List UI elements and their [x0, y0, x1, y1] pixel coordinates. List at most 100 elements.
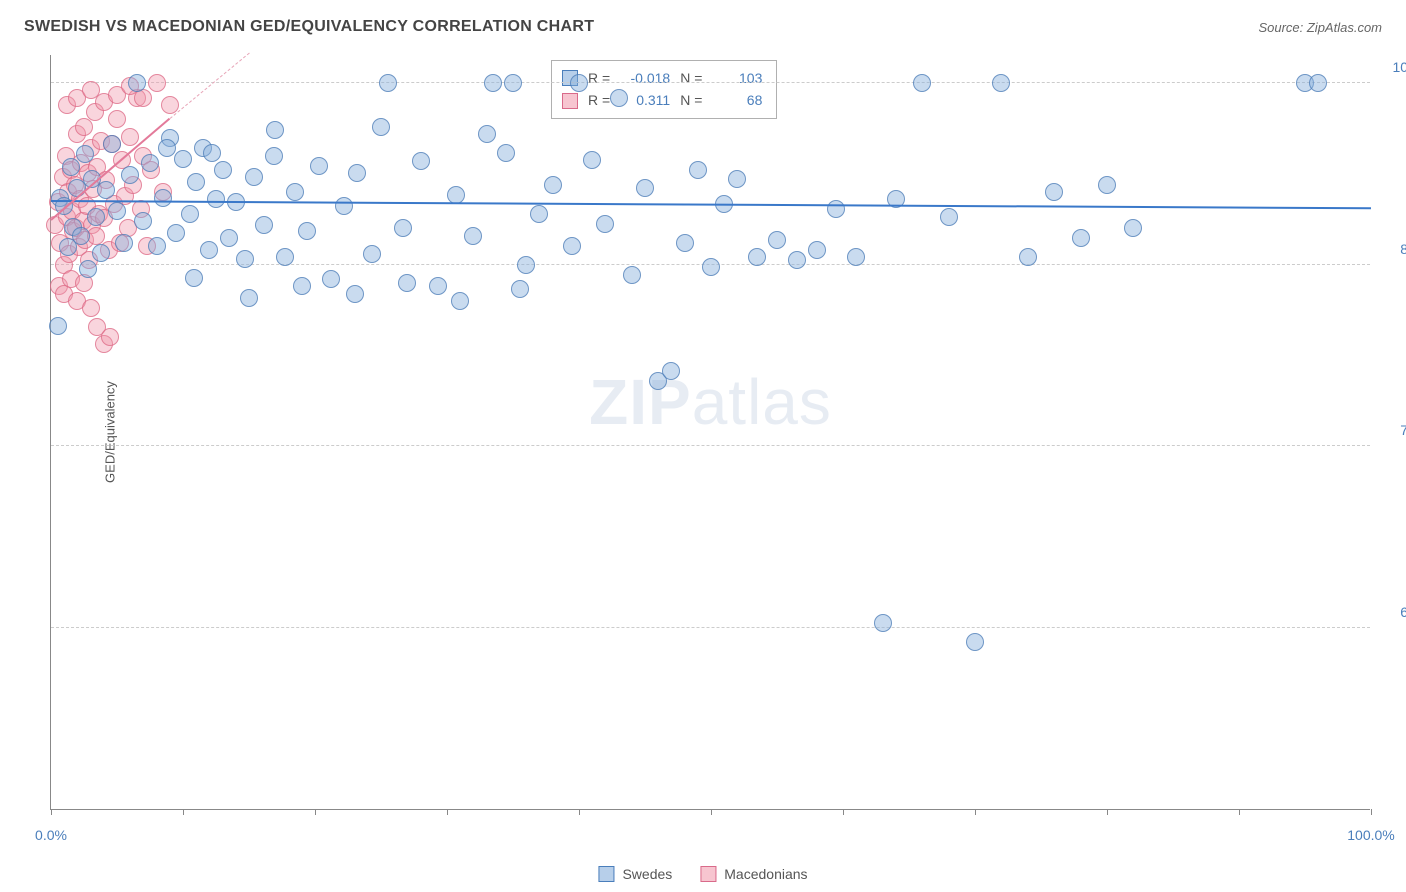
point-swede [298, 222, 316, 240]
xtick [1107, 809, 1108, 815]
legend-label-macedonians: Macedonians [724, 866, 807, 882]
point-swede [610, 89, 628, 107]
point-swede [167, 224, 185, 242]
point-swede [379, 74, 397, 92]
point-swede [1072, 229, 1090, 247]
point-swede [245, 168, 263, 186]
stat-label-r: R = [588, 67, 610, 89]
point-swede [1045, 183, 1063, 201]
point-swede [310, 157, 328, 175]
point-swede [121, 166, 139, 184]
point-swede [1309, 74, 1327, 92]
point-swede [49, 317, 67, 335]
point-swede [62, 158, 80, 176]
point-swede [128, 74, 146, 92]
point-swede [1124, 219, 1142, 237]
xtick [843, 809, 844, 815]
ytick-label: 87.5% [1380, 241, 1406, 257]
stat-label-n: N = [680, 67, 702, 89]
point-swede [517, 256, 535, 274]
trendline-macedonians-extrapolated [169, 53, 249, 119]
stat-label-r: R = [588, 89, 610, 111]
point-swede [676, 234, 694, 252]
point-swede [702, 258, 720, 276]
point-swede [530, 205, 548, 223]
point-swede [966, 633, 984, 651]
point-swede [728, 170, 746, 188]
legend-label-swedes: Swedes [622, 866, 672, 882]
point-swede [103, 135, 121, 153]
xtick [711, 809, 712, 815]
point-swede [185, 269, 203, 287]
trendline-swedes [51, 200, 1371, 209]
point-swede [940, 208, 958, 226]
point-swede [335, 197, 353, 215]
xtick [1239, 809, 1240, 815]
point-swede [1019, 248, 1037, 266]
point-swede [141, 154, 159, 172]
point-swede [1098, 176, 1116, 194]
swatch-blue-icon [598, 866, 614, 882]
legend-item-swedes: Swedes [598, 866, 672, 882]
xtick [1371, 809, 1372, 815]
point-swede [748, 248, 766, 266]
xtick [315, 809, 316, 815]
xtick [51, 809, 52, 815]
point-swede [504, 74, 522, 92]
point-swede [181, 205, 199, 223]
point-swede [827, 200, 845, 218]
point-swede [207, 190, 225, 208]
legend-item-macedonians: Macedonians [700, 866, 807, 882]
point-swede [134, 212, 152, 230]
point-swede [293, 277, 311, 295]
point-swede [544, 176, 562, 194]
swatch-pink-icon [700, 866, 716, 882]
source-text: Source: ZipAtlas.com [1258, 20, 1382, 35]
point-swede [808, 241, 826, 259]
y-axis-label: GED/Equivalency [102, 381, 117, 483]
point-swede [187, 173, 205, 191]
point-swede [240, 289, 258, 307]
point-swede [788, 251, 806, 269]
point-swede [874, 614, 892, 632]
point-swede [115, 234, 133, 252]
point-swede [563, 237, 581, 255]
point-swede [913, 74, 931, 92]
xtick [975, 809, 976, 815]
point-swede [372, 118, 390, 136]
bottom-legend: Swedes Macedonians [598, 866, 807, 882]
stat-r-swedes: -0.018 [620, 67, 670, 89]
point-macedonian [121, 128, 139, 146]
point-swede [174, 150, 192, 168]
point-swede [158, 139, 176, 157]
point-swede [87, 208, 105, 226]
stat-n-macedonians: 68 [712, 89, 762, 111]
point-swede [322, 270, 340, 288]
point-swede [148, 237, 166, 255]
point-swede [265, 147, 283, 165]
ytick-label: 62.5% [1380, 604, 1406, 620]
swatch-pink-icon [562, 93, 578, 109]
point-swede [511, 280, 529, 298]
point-swede [346, 285, 364, 303]
point-macedonian [82, 299, 100, 317]
point-swede [662, 362, 680, 380]
point-swede [429, 277, 447, 295]
plot-area: GED/Equivalency ZIPatlas R = -0.018 N = … [50, 55, 1370, 810]
point-swede [583, 151, 601, 169]
point-swede [412, 152, 430, 170]
point-swede [79, 260, 97, 278]
point-swede [154, 189, 172, 207]
point-swede [398, 274, 416, 292]
point-swede [847, 248, 865, 266]
point-swede [768, 231, 786, 249]
xtick [579, 809, 580, 815]
point-swede [276, 248, 294, 266]
point-swede [478, 125, 496, 143]
point-swede [451, 292, 469, 310]
point-swede [623, 266, 641, 284]
point-swede [255, 216, 273, 234]
watermark: ZIPatlas [589, 365, 832, 439]
point-swede [97, 181, 115, 199]
point-macedonian [101, 328, 119, 346]
